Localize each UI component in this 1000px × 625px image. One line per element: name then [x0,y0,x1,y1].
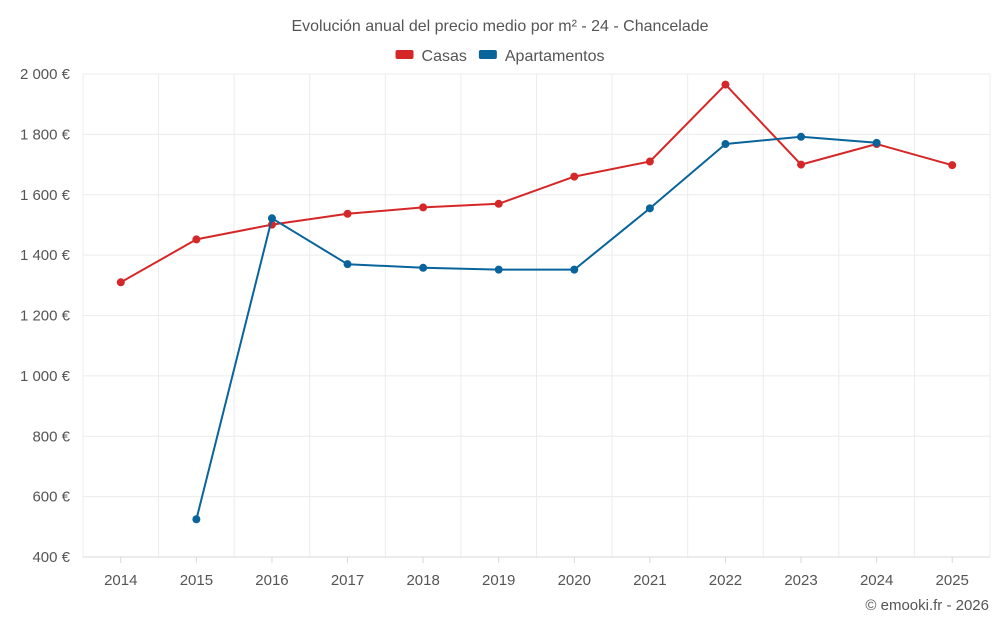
x-tick-label: 2016 [255,572,288,589]
data-point[interactable] [797,132,806,141]
y-tick-label: 1 400 € [20,247,71,264]
y-tick-label: 600 € [32,489,70,506]
x-tick-label: 2025 [936,572,969,589]
data-point[interactable] [570,172,579,181]
data-point[interactable] [721,80,730,89]
x-tick-label: 2019 [482,572,515,589]
data-point[interactable] [267,214,276,223]
x-tick-label: 2018 [406,572,439,589]
data-point[interactable] [343,260,352,269]
gridlines [82,73,991,557]
data-point[interactable] [419,203,428,212]
data-point[interactable] [116,278,125,287]
series-line [120,83,953,284]
x-tick-label: 2020 [558,572,591,589]
data-point[interactable] [721,140,730,149]
legend-label[interactable]: Casas [422,48,467,65]
data-point[interactable] [494,199,503,208]
x-tick-label: 2017 [331,572,364,589]
data-point[interactable] [645,204,654,213]
y-tick-label: 1 200 € [20,308,71,325]
data-point[interactable] [494,265,503,274]
y-tick-label: 2 000 € [20,66,71,83]
y-tick-label: 800 € [32,428,70,445]
y-axis: 400 € 600 € 800 € 1 000 € 1 200 € 1 400 € 1 60… [20,66,71,566]
x-tick-label: 2021 [633,572,666,589]
y-tick-label: 1 800 € [20,126,71,143]
legend-swatch[interactable] [395,50,414,59]
legend-swatch[interactable] [478,50,497,59]
series [116,80,957,524]
data-point[interactable] [419,263,428,272]
data-point[interactable] [192,235,201,244]
series-apartamentos [192,132,881,524]
data-point[interactable] [872,138,881,147]
y-tick-label: 400 € [32,549,70,566]
x-tick-label: 2015 [180,572,213,589]
x-axis: 2014 2015 2016 2017 2018 2019 2020 2021 2022 2023… [83,556,990,589]
legend-label[interactable]: Apartamentos [505,48,605,65]
x-tick-label: 2024 [860,572,893,589]
data-point[interactable] [570,265,579,274]
data-point[interactable] [343,209,352,218]
x-tick-label: 2022 [709,572,742,589]
x-tick-label: 2014 [104,572,137,589]
chart-title: Evolución anual del precio medio por m² … [291,18,708,35]
y-tick-label: 1 000 € [20,368,71,385]
data-point[interactable] [797,160,806,169]
data-point[interactable] [948,161,957,170]
y-tick-label: 1 600 € [20,187,71,204]
legend: Casas Apartamentos [395,48,605,65]
data-point[interactable] [192,515,201,524]
data-point[interactable] [645,157,654,166]
credit-text: © emooki.fr - 2026 [865,597,989,614]
x-tick-label: 2023 [784,572,817,589]
series-line [195,135,877,520]
